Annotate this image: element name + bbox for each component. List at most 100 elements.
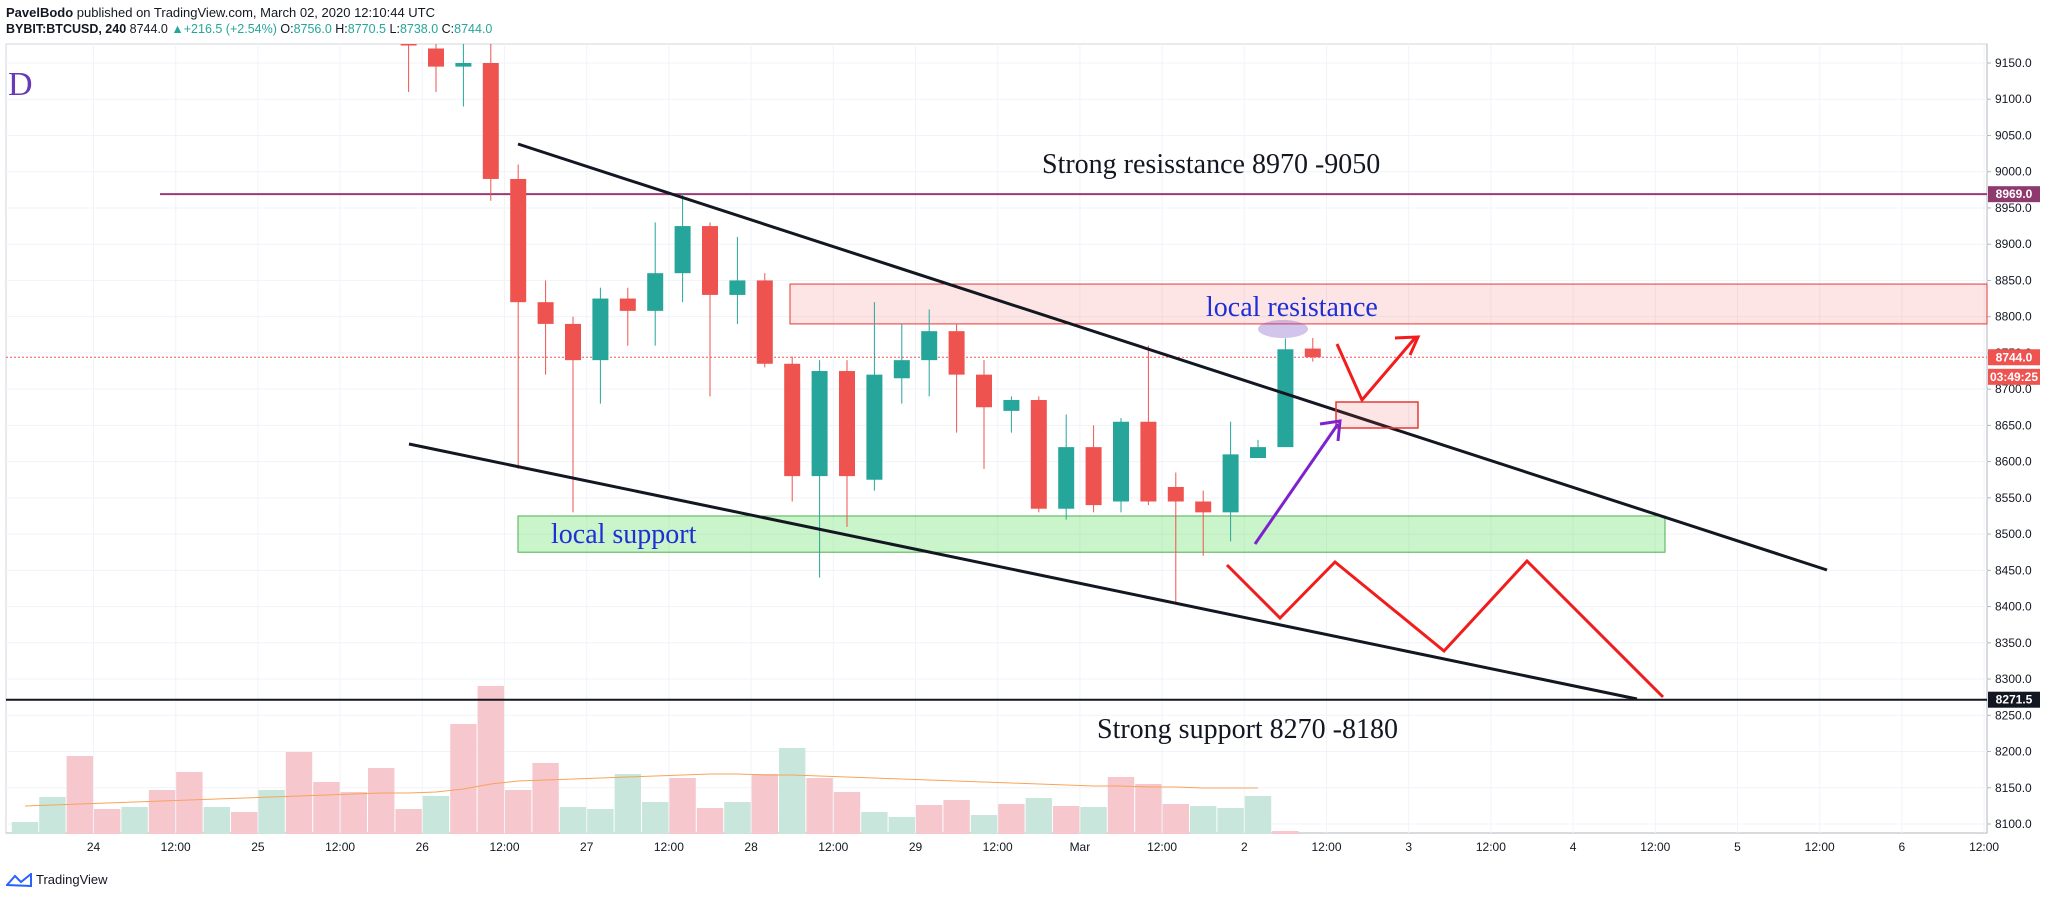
price-tag <box>1988 186 2040 203</box>
y-tick-label: 8900.0 <box>1995 237 2032 251</box>
close-value: 8744.0 <box>454 22 493 36</box>
candle-body[interactable] <box>921 331 938 361</box>
candle-body[interactable] <box>1304 348 1321 358</box>
open-label: O: <box>280 22 294 36</box>
volume-bar <box>94 809 121 834</box>
arrowhead-up-icon <box>1394 335 1421 356</box>
local-support-zone[interactable] <box>517 515 1666 553</box>
candle-body[interactable] <box>866 374 883 480</box>
candle-body[interactable] <box>1058 447 1075 509</box>
close-label: C: <box>441 22 455 36</box>
candle-body[interactable] <box>893 360 910 379</box>
volume-bar <box>477 686 504 834</box>
candle-body[interactable] <box>729 280 746 295</box>
y-tick-label: 8600.0 <box>1995 455 2032 469</box>
candle-body[interactable] <box>756 280 773 364</box>
price-tag-label: 8969.0 <box>1996 187 2033 201</box>
candle-body[interactable] <box>976 374 992 408</box>
x-tick-label: 24 <box>87 840 101 854</box>
x-tick-label: 12:00 <box>325 840 355 854</box>
candle-body[interactable] <box>537 302 554 324</box>
volume-bar <box>121 807 148 834</box>
footer-brand[interactable]: TradingView <box>6 872 108 887</box>
volume-bar <box>970 815 998 834</box>
candle-body[interactable] <box>482 63 499 179</box>
volume-bar <box>1162 804 1189 834</box>
x-tick-label: 12:00 <box>818 840 848 854</box>
y-tick-label: 8250.0 <box>1995 708 2032 722</box>
plot-frame <box>5 43 1988 834</box>
candle-body[interactable] <box>1167 486 1184 502</box>
low-label: L: <box>389 22 400 36</box>
candle-body[interactable] <box>428 48 444 67</box>
volume-bar <box>806 778 833 834</box>
candle-body[interactable] <box>1030 400 1047 509</box>
candle-body[interactable] <box>455 63 472 67</box>
y-tick-label: 8650.0 <box>1995 418 2032 432</box>
volume-bar <box>779 748 806 834</box>
candle-body[interactable] <box>1250 447 1266 458</box>
lower-trendline[interactable] <box>408 442 1638 701</box>
purple-arrowhead-icon <box>1319 419 1342 442</box>
volume-bar <box>1272 831 1299 834</box>
author-name[interactable]: PavelBodo <box>6 5 74 20</box>
candle-body[interactable] <box>839 371 855 477</box>
candle-body[interactable] <box>784 363 801 477</box>
candle-body[interactable] <box>592 298 609 361</box>
tradingview-logo-icon <box>6 872 32 887</box>
price-tag <box>1988 349 2040 366</box>
candle-body[interactable] <box>565 323 581 361</box>
candle-body[interactable] <box>674 226 691 274</box>
candle-body[interactable] <box>1222 454 1239 513</box>
candle-body[interactable] <box>948 331 965 375</box>
x-tick-label: 12:00 <box>1805 840 1835 854</box>
candle-body[interactable] <box>1113 421 1129 502</box>
candle-body[interactable] <box>1085 447 1102 506</box>
candle-body[interactable] <box>811 371 828 477</box>
x-tick-label: 28 <box>744 840 758 854</box>
projection-down-path <box>1225 558 1665 699</box>
price-tag <box>1988 368 2040 385</box>
x-tick-label: 12:00 <box>654 840 684 854</box>
high-label: H: <box>335 22 348 36</box>
upper-trendline[interactable] <box>517 142 1828 572</box>
y-tick-label: 9150.0 <box>1995 56 2032 70</box>
candle-body[interactable] <box>400 44 417 46</box>
candle-body[interactable] <box>647 273 664 311</box>
candle-body[interactable] <box>702 226 718 295</box>
ohlc-legend: BYBIT:BTCUSD, 240 8744.0 ▲+216.5 (+2.54%… <box>6 21 492 38</box>
x-tick-label: 26 <box>416 840 430 854</box>
volume-bar <box>11 822 39 834</box>
candle-body[interactable] <box>510 178 527 303</box>
x-tick-label: 3 <box>1405 840 1412 854</box>
y-tick-label: 8850.0 <box>1995 273 2032 287</box>
candle-body[interactable] <box>1277 349 1294 448</box>
volume-bar <box>422 796 450 834</box>
price-tag-label: 8271.5 <box>1996 693 2033 707</box>
candle-body[interactable] <box>1003 400 1020 411</box>
local-resistance-zone[interactable] <box>789 283 1988 325</box>
candle-body[interactable] <box>1140 421 1157 502</box>
candle-body[interactable] <box>1195 501 1212 513</box>
y-tick-label: 8950.0 <box>1995 201 2032 215</box>
target-box[interactable] <box>1335 401 1419 429</box>
volume-bar <box>203 807 230 834</box>
symbol-label[interactable]: BYBIT:BTCUSD, 240 <box>6 22 127 36</box>
purple-arrow-line <box>1253 423 1340 545</box>
y-tick-label: 9050.0 <box>1995 128 2032 142</box>
y-tick-label: 8550.0 <box>1995 491 2032 505</box>
volume-bar <box>669 778 696 834</box>
x-tick-label: 29 <box>909 840 923 854</box>
volume-bar <box>833 792 861 834</box>
x-tick-label: 27 <box>580 840 594 854</box>
strong-resistance-label: Strong resisstance 8970 -9050 <box>1042 149 1380 180</box>
x-tick-label: 12:00 <box>983 840 1013 854</box>
candle-body[interactable] <box>619 298 636 311</box>
volume-bar <box>888 817 915 834</box>
x-tick-label: 12:00 <box>1311 840 1341 854</box>
volume-bar <box>505 790 532 834</box>
publish-date: published on TradingView.com, March 02, … <box>73 5 435 20</box>
x-tick-label: 12:00 <box>1476 840 1506 854</box>
footer-brand-label: TradingView <box>36 872 108 887</box>
